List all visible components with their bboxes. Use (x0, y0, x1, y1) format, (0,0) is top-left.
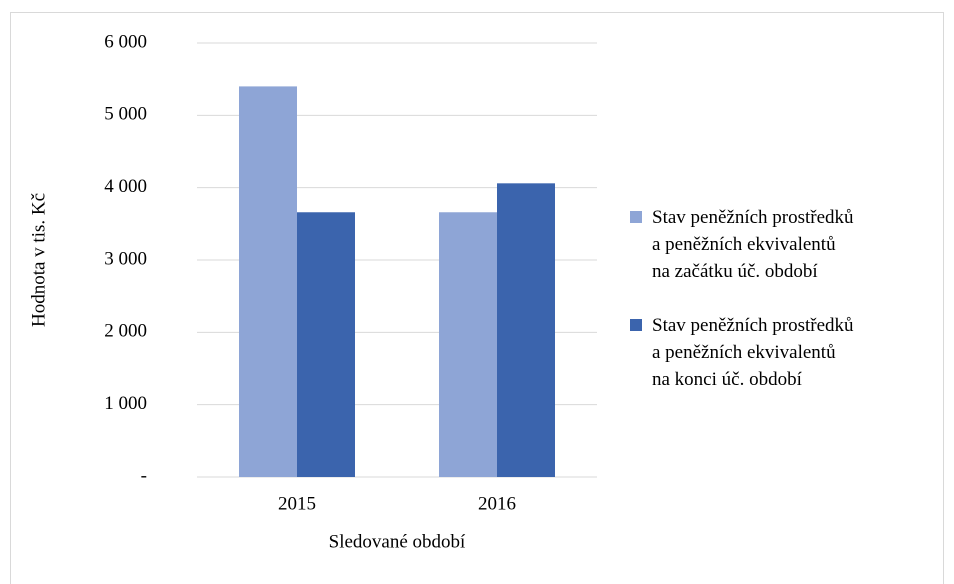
y-tick-label: - (141, 465, 147, 486)
bar (297, 212, 355, 477)
chart-border (10, 12, 944, 584)
legend-label: Stav peněžních prostředků a peněžních ek… (652, 315, 854, 390)
y-tick-label: 6 000 (104, 31, 147, 52)
y-tick-label: 4 000 (104, 176, 147, 197)
bar (439, 212, 497, 477)
legend-swatch (630, 211, 642, 223)
bar (239, 86, 297, 478)
bar (497, 183, 555, 477)
x-tick-label: 2016 (478, 493, 516, 514)
y-tick-label: 2 000 (104, 321, 147, 342)
x-tick-label: 2015 (278, 493, 316, 514)
y-axis-title: Hodnota v tis. Kč (28, 193, 49, 327)
y-tick-label: 5 000 (104, 104, 147, 125)
legend-label: Stav peněžních prostředků a peněžních ek… (652, 207, 854, 282)
legend-swatch (630, 319, 642, 331)
x-axis-title: Sledované období (329, 531, 466, 552)
y-tick-label: 1 000 (104, 393, 147, 414)
y-tick-label: 3 000 (104, 248, 147, 269)
